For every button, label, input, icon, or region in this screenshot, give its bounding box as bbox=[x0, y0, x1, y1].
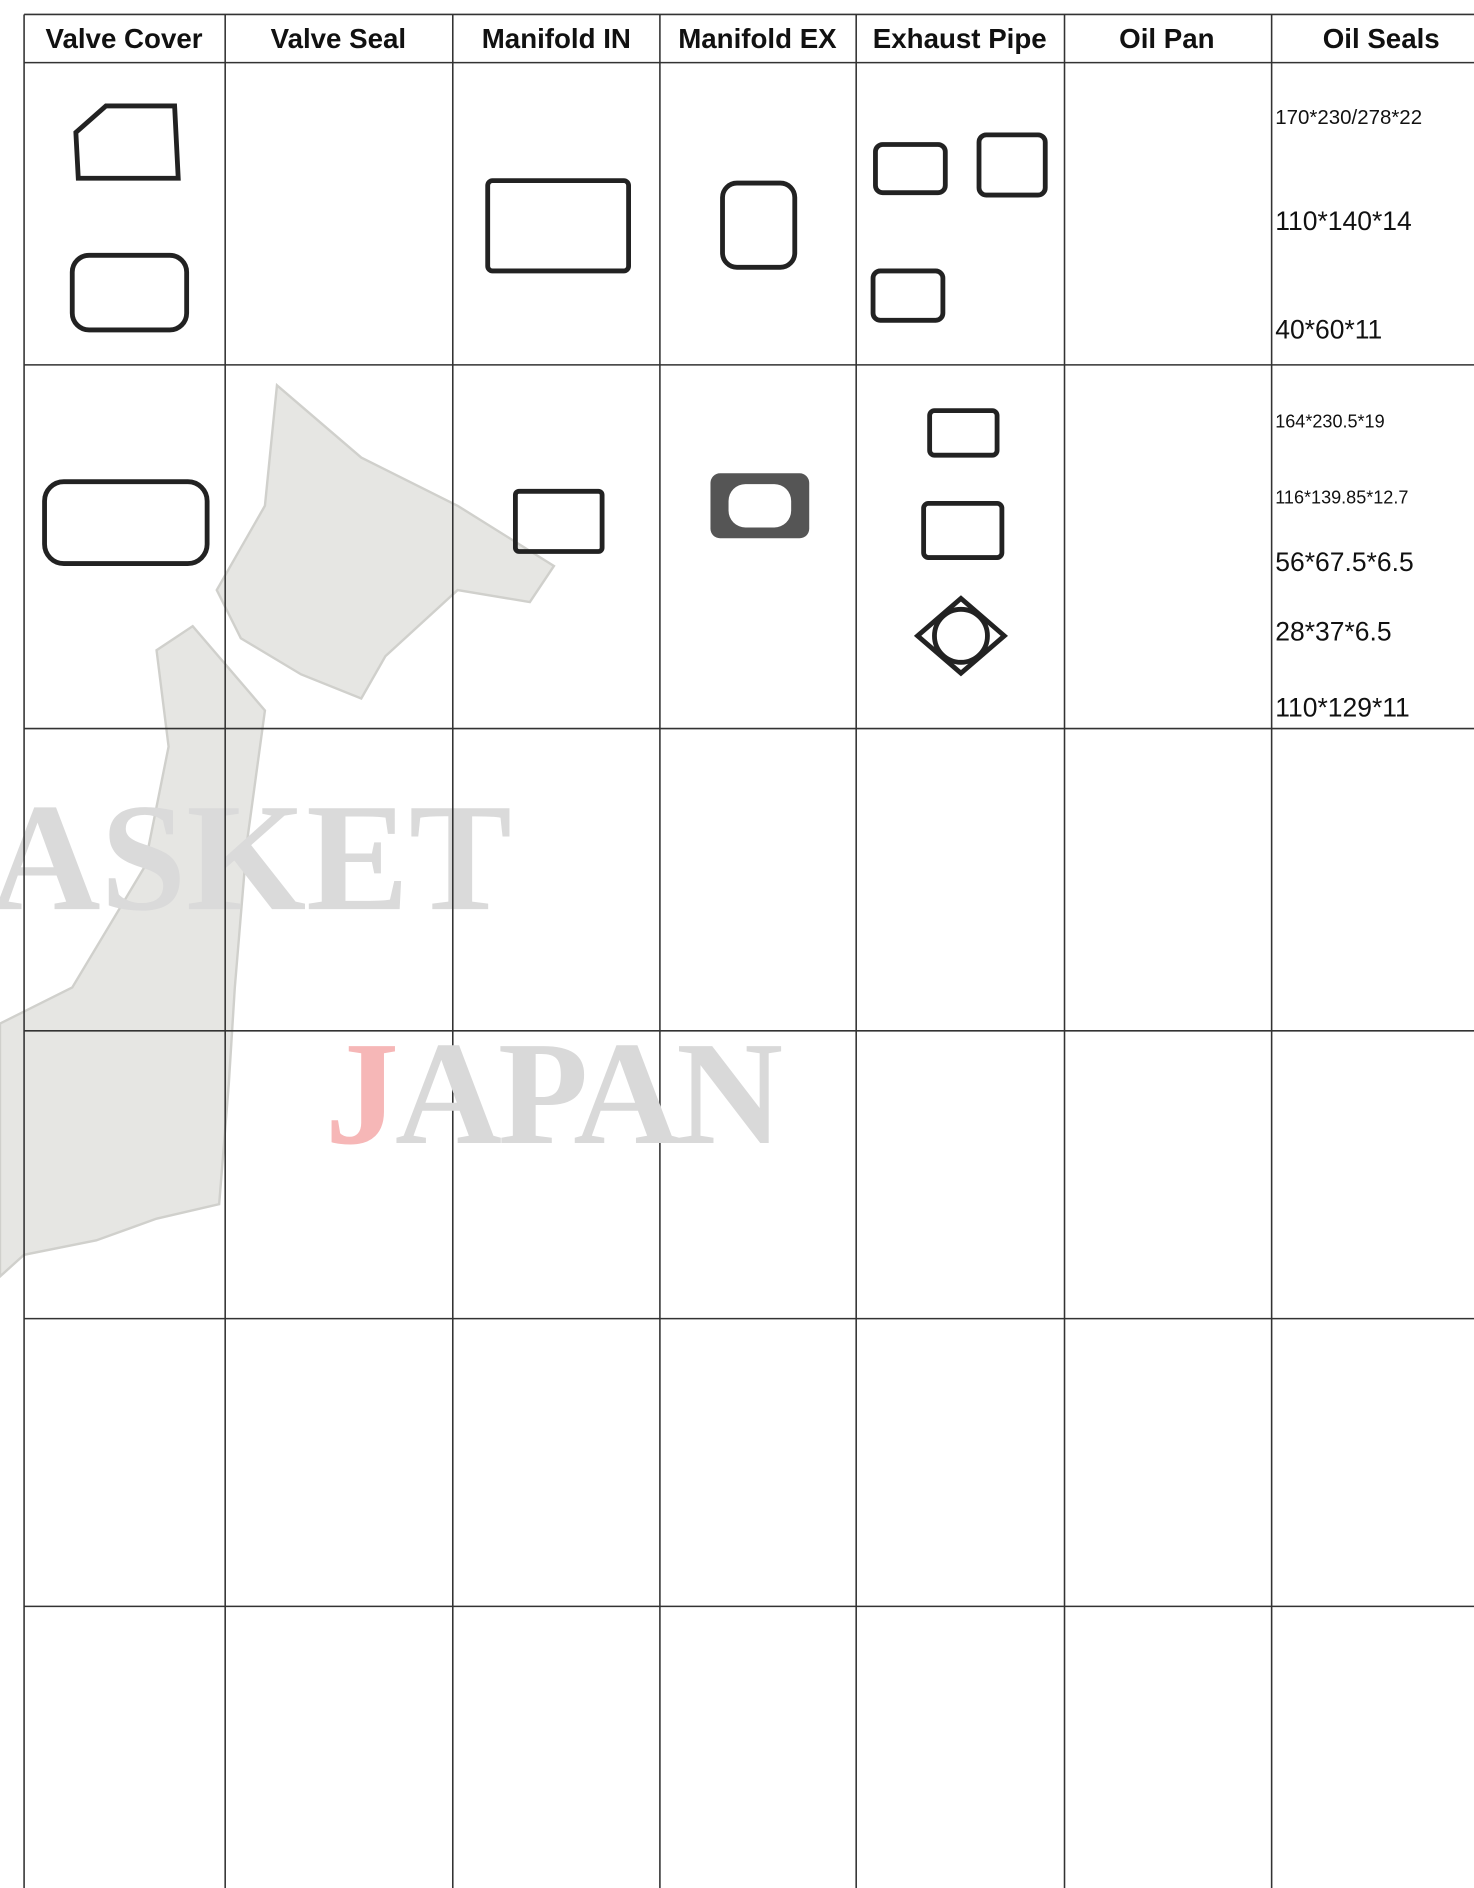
table-text: Valve Cover Valve Seal Manifold IN Manifold… bbox=[46, 23, 1440, 722]
content: ASKET Valve Cover Valve Seal Manifold IN Ma… bbox=[0, 13, 1474, 1888]
column-header: Manifold EX bbox=[678, 23, 837, 54]
oil-seal-size: 110*129*11 bbox=[1275, 692, 1410, 722]
column-header: Manifold IN bbox=[482, 23, 631, 54]
column-header: Valve Seal bbox=[271, 23, 406, 54]
column-header: Oil Seals bbox=[1323, 23, 1440, 54]
gasket-images bbox=[42, 103, 1048, 677]
gasket-image bbox=[873, 142, 948, 196]
gasket-image bbox=[921, 500, 1005, 560]
column-header: Valve Cover bbox=[46, 23, 203, 54]
oil-seal-size: 110*140*14 bbox=[1275, 206, 1411, 236]
map bbox=[0, 382, 556, 1279]
oil-seal-size: 116*139.85*12.7 bbox=[1275, 487, 1408, 507]
watermark-text: JAPAN bbox=[325, 1012, 783, 1176]
gasket-image bbox=[42, 479, 210, 566]
gasket-hole bbox=[932, 606, 990, 665]
oil-seal-size: 170*230/278*22 bbox=[1275, 106, 1422, 129]
column-header: Exhaust Pipe bbox=[873, 23, 1047, 54]
table-grid bbox=[23, 13, 1474, 1888]
gasket-image bbox=[73, 103, 181, 181]
gasket-image bbox=[69, 252, 190, 333]
column-header: Oil Pan bbox=[1119, 23, 1214, 54]
map-north bbox=[215, 382, 556, 700]
map-main bbox=[0, 624, 267, 1279]
oil-seal-size: 56*67.5*6.5 bbox=[1275, 547, 1413, 577]
oil-seal-size: 28*37*6.5 bbox=[1275, 617, 1391, 647]
gasket-image bbox=[976, 132, 1048, 198]
gasket-image bbox=[512, 488, 605, 554]
watermark-text: ASKET bbox=[0, 773, 512, 943]
gasket-image bbox=[720, 180, 798, 270]
gasket-image bbox=[870, 268, 946, 323]
oil-seal-size: 164*230.5*19 bbox=[1275, 411, 1384, 431]
oil-seal-size: 40*60*11 bbox=[1275, 314, 1382, 344]
gasket-image bbox=[927, 408, 1000, 458]
gasket-image bbox=[485, 178, 632, 274]
gasket-hole bbox=[728, 484, 792, 528]
